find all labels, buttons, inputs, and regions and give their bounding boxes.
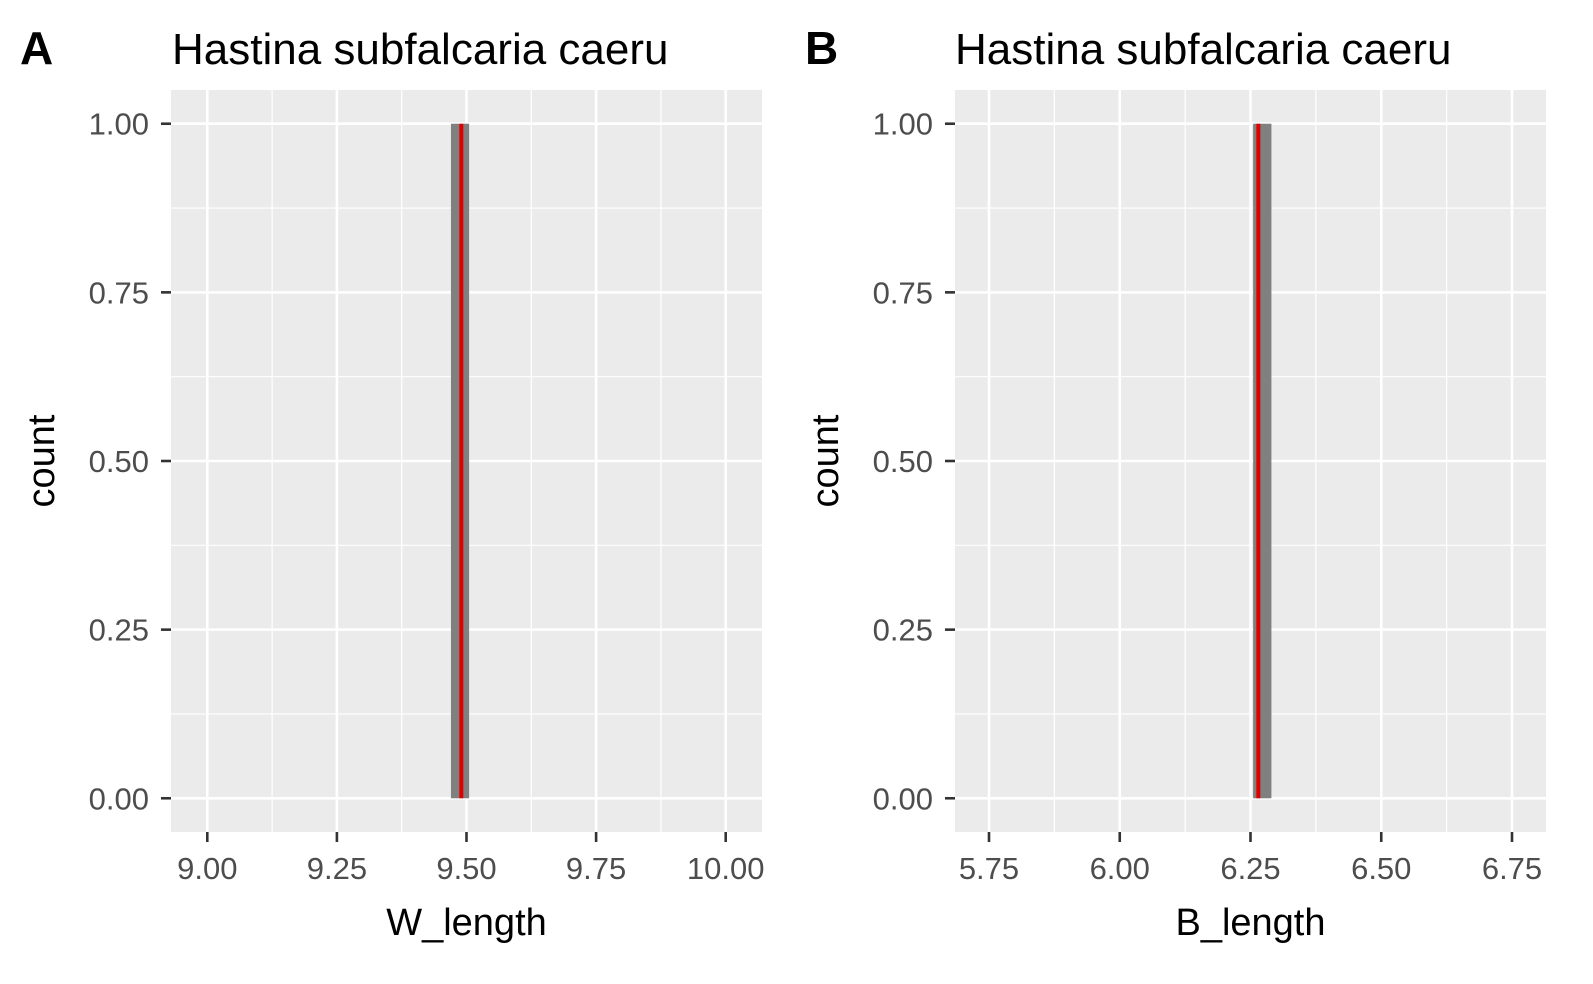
panel-b: B Hastina subfalcaria caeru 0.00 0.25 0.50 0.… — [805, 22, 1546, 944]
x-tick-label: 9.00 — [177, 851, 237, 886]
x-axis-title: W_length — [386, 902, 547, 944]
x-tick-label: 9.50 — [436, 851, 496, 886]
panel-tag: A — [20, 22, 53, 74]
panel-a: A Hastina subfalcaria caeru 0.00 0.25 0.50 0.… — [20, 22, 764, 944]
histogram-bar — [1253, 123, 1272, 799]
y-tick-label: 0.75 — [873, 275, 933, 310]
y-axis-title: count — [805, 414, 847, 507]
y-tick-label: 0.75 — [89, 275, 149, 310]
x-tick-label: 6.00 — [1090, 851, 1150, 886]
x-tick-label: 10.00 — [687, 851, 765, 886]
x-tick-label: 9.25 — [307, 851, 367, 886]
x-tick-label: 6.50 — [1351, 851, 1411, 886]
panel-title: Hastina subfalcaria caeru — [955, 25, 1451, 74]
x-axis-title: B_length — [1175, 902, 1325, 944]
y-tick-label: 1.00 — [89, 107, 149, 142]
y-tick-label: 0.25 — [89, 613, 149, 648]
panel-tag: B — [805, 22, 838, 74]
panel-title: Hastina subfalcaria caeru — [172, 25, 668, 74]
x-tick-label: 9.75 — [566, 851, 626, 886]
y-tick-label: 0.50 — [89, 444, 149, 479]
y-tick-label: 0.25 — [873, 613, 933, 648]
y-tick-label: 0.00 — [89, 781, 149, 816]
y-tick-label: 1.00 — [873, 107, 933, 142]
x-tick-label: 6.75 — [1482, 851, 1542, 886]
x-tick-label: 5.75 — [959, 851, 1019, 886]
y-axis-title: count — [21, 414, 63, 507]
y-tick-label: 0.00 — [873, 781, 933, 816]
x-tick-label: 6.25 — [1220, 851, 1280, 886]
y-tick-label: 0.50 — [873, 444, 933, 479]
